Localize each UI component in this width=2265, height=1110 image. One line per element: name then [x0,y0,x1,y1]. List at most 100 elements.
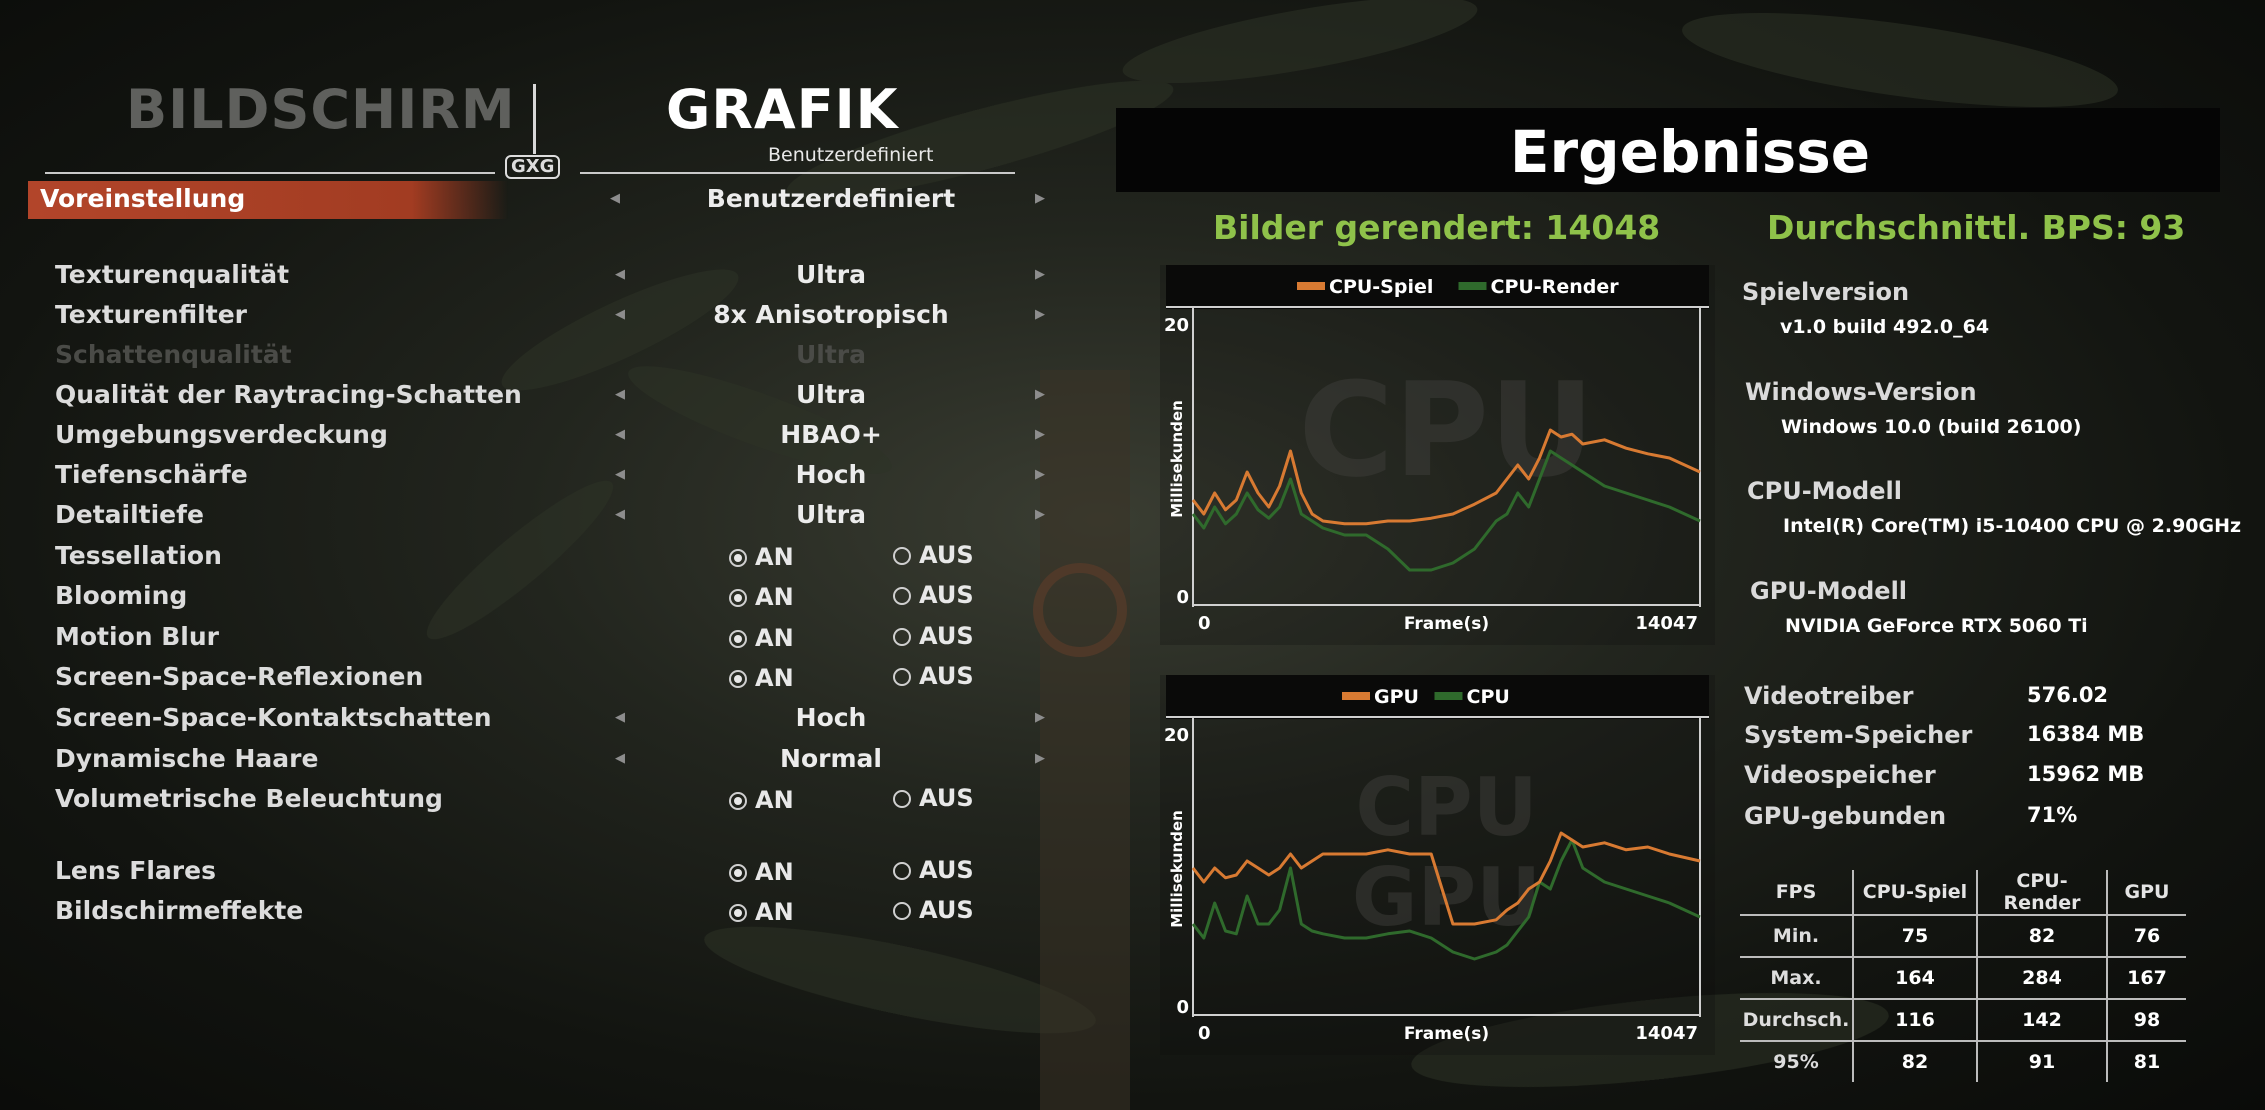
radio-selected-icon [729,630,747,648]
setting-7-radio-on[interactable]: AN [729,543,794,571]
spec-1-label: System-Speicher [1744,721,1973,749]
tab-separator [533,84,536,154]
setting-9-radio-on[interactable]: AN [729,624,794,652]
setting-14-radio-off[interactable]: AUS [893,856,974,884]
setting-11-arrow-left-icon[interactable]: ◀ [615,710,625,725]
tab-underline-right [580,172,1015,174]
radio-unselected-icon [893,628,911,646]
setting-3-arrow-left-icon[interactable]: ◀ [615,387,625,402]
setting-11-value[interactable]: Hoch [795,703,867,732]
chart-legend-bar [1166,265,1709,309]
setting-7-radio-off[interactable]: AUS [893,541,974,569]
radio-on-label: AN [755,858,794,886]
radio-selected-icon [729,670,747,688]
preset-arrow-right-icon[interactable]: ▶ [1035,191,1045,206]
setting-4-arrow-right-icon[interactable]: ▶ [1035,427,1045,442]
setting-5-arrow-left-icon[interactable]: ◀ [615,467,625,482]
fps-cell: 82 [1976,914,2107,957]
radio-on-label: AN [755,786,794,814]
x-tick-label: 0 [1198,1023,1211,1044]
setting-14-radio-on[interactable]: AN [729,858,794,886]
setting-0-value[interactable]: Ultra [795,260,867,289]
radio-unselected-icon [893,547,911,565]
setting-12-arrow-left-icon[interactable]: ◀ [615,751,625,766]
average-fps: Durchschnittl. BPS: 93 [1767,208,2186,247]
preset-value[interactable]: Benutzerdefiniert [706,184,956,213]
fps-cell: 81 [2106,1040,2186,1082]
setting-4-value[interactable]: HBAO+ [780,420,882,449]
fps-header-0: FPS [1775,881,1817,903]
setting-1-label: Texturenfilter [55,300,247,329]
fps-row-label: Durchsch. [1740,998,1853,1041]
fps-table: FPS CPU-Spiel CPU-Render GPU Min. 75 82 76 Max.… [1740,870,2186,1082]
fps-cell: 116 [1852,998,1977,1041]
setting-6-label: Detailtiefe [55,500,204,529]
fps-cell: 167 [2106,956,2186,999]
radio-on-label: AN [755,543,794,571]
tab-grafik[interactable]: GRAFIK [666,78,899,141]
results-banner [1116,108,2220,192]
table-row: Durchsch. 116 142 98 [1740,998,2186,1041]
radio-unselected-icon [893,902,911,920]
setting-1-value[interactable]: 8x Anisotropisch [713,300,949,329]
setting-2-value: Ultra [795,340,867,369]
setting-8-radio-off[interactable]: AUS [893,581,974,609]
setting-0-arrow-left-icon[interactable]: ◀ [615,267,625,282]
setting-4-arrow-left-icon[interactable]: ◀ [615,427,625,442]
setting-6-value[interactable]: Ultra [795,500,867,529]
radio-selected-icon [729,904,747,922]
spec-0-value: 576.02 [2027,683,2109,707]
fps-header-3: GPU [2106,870,2186,915]
fps-row-label: Min. [1740,914,1853,957]
setting-1-arrow-right-icon[interactable]: ▶ [1035,307,1045,322]
setting-13-radio-off[interactable]: AUS [893,784,974,812]
setting-12-value[interactable]: Normal [780,744,882,773]
frames-rendered: Bilder gerendert: 14048 [1213,208,1661,247]
legend-swatch-0 [1342,692,1370,700]
fps-cell: 142 [1976,998,2107,1041]
spec-1-value: 16384 MB [2027,722,2145,746]
legend-label-1: CPU [1467,686,1510,708]
tab-underline-left [45,172,495,174]
setting-1-arrow-left-icon[interactable]: ◀ [615,307,625,322]
radio-on-label: AN [755,583,794,611]
setting-6-arrow-left-icon[interactable]: ◀ [615,507,625,522]
setting-15-radio-off[interactable]: AUS [893,896,974,924]
radio-on-label: AN [755,664,794,692]
legend-label-0: CPU-Spiel [1329,276,1433,298]
tab-bildschirm[interactable]: BILDSCHIRM [126,78,516,141]
setting-11-arrow-right-icon[interactable]: ▶ [1035,710,1045,725]
radio-on-label: AN [755,624,794,652]
radio-selected-icon [729,864,747,882]
setting-14-label: Lens Flares [55,856,216,885]
setting-5-arrow-right-icon[interactable]: ▶ [1035,467,1045,482]
legend-label-1: CPU-Render [1491,276,1620,298]
setting-3-value[interactable]: Ultra [795,380,867,409]
spec-2-value: 15962 MB [2027,762,2145,786]
fps-cell: 91 [1976,1040,2107,1082]
preset-arrow-left-icon[interactable]: ◀ [610,191,620,206]
setting-3-label: Qualität der Raytracing-Schatten [55,380,522,409]
setting-6-arrow-right-icon[interactable]: ▶ [1035,507,1045,522]
setting-2-label: Schattenqualität [55,340,292,369]
preset-row-highlight[interactable] [28,181,508,219]
setting-7-label: Tessellation [55,541,222,570]
setting-3-arrow-right-icon[interactable]: ▶ [1035,387,1045,402]
setting-12-arrow-right-icon[interactable]: ▶ [1035,751,1045,766]
setting-10-radio-off[interactable]: AUS [893,662,974,690]
setting-5-value[interactable]: Hoch [795,460,867,489]
setting-10-radio-on[interactable]: AN [729,664,794,692]
setting-15-radio-on[interactable]: AN [729,898,794,926]
radio-on-label: AN [755,898,794,926]
legend-swatch-1 [1434,692,1463,700]
gxg-logo: GXG [505,155,561,179]
spec-0-label: Videotreiber [1744,682,1914,710]
setting-9-radio-off[interactable]: AUS [893,622,974,650]
setting-13-radio-on[interactable]: AN [729,786,794,814]
setting-0-arrow-right-icon[interactable]: ▶ [1035,267,1045,282]
setting-8-label: Blooming [55,581,188,610]
x-axis-label: Frame(s) [1404,1024,1489,1044]
info-0-value: v1.0 build 492.0_64 [1780,316,1990,338]
series-line-cpu-render [1191,449,1701,572]
setting-8-radio-on[interactable]: AN [729,583,794,611]
